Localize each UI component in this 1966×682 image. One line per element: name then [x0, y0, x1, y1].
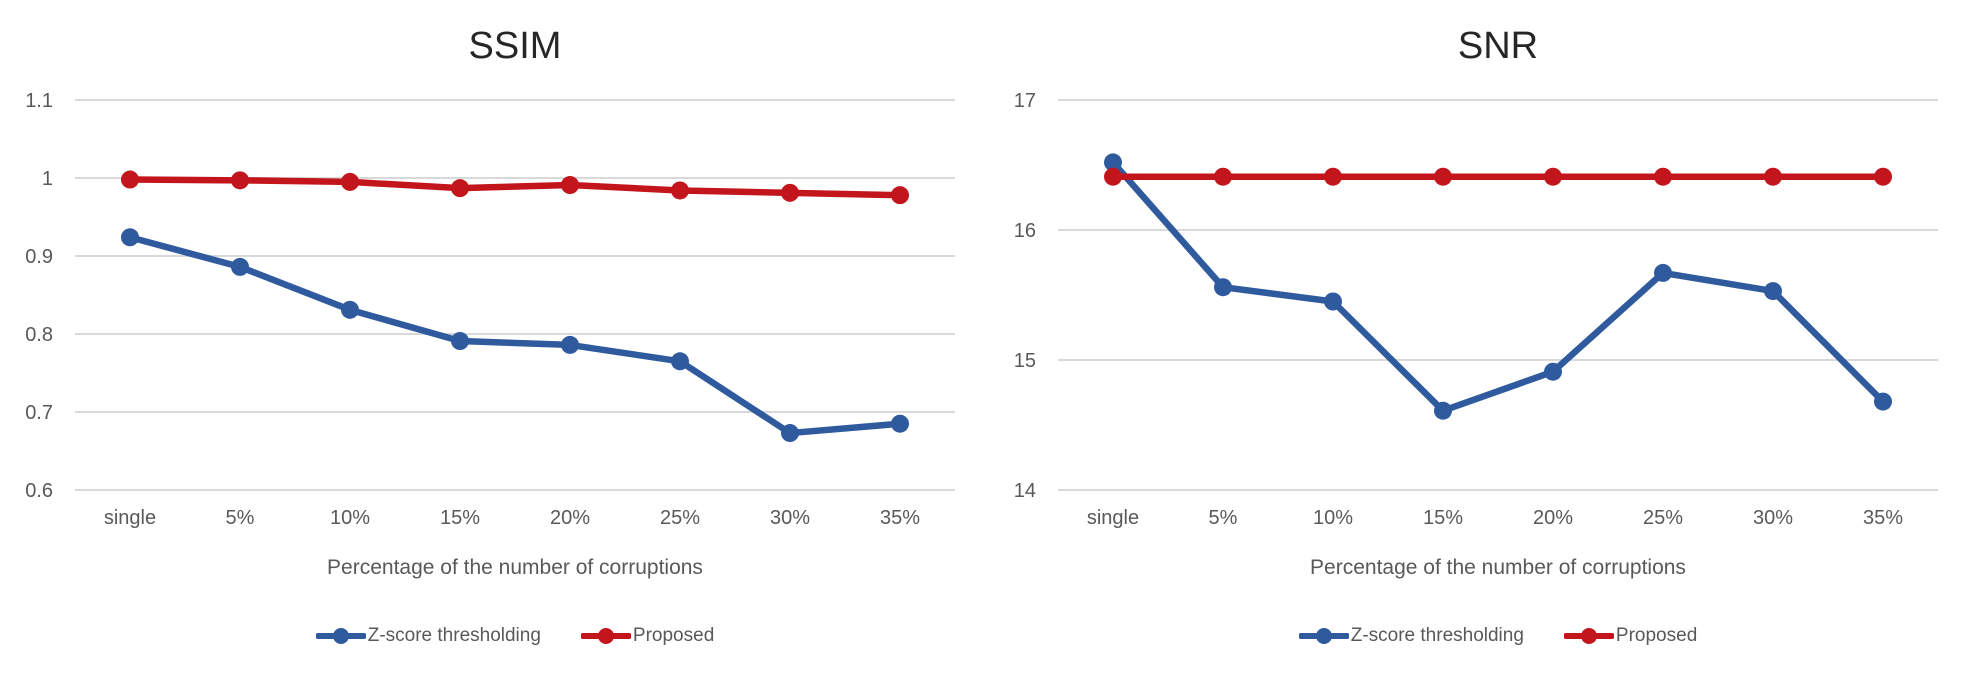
x-tick-label: 35%	[1863, 507, 1903, 529]
data-point	[671, 181, 689, 200]
data-point	[1874, 167, 1892, 186]
y-tick-label: 0.6	[25, 480, 53, 502]
data-point	[1544, 362, 1562, 381]
data-point	[1764, 167, 1782, 186]
data-point	[1214, 278, 1232, 297]
ssim-chart: 0.6 0.7 0.8 0.9 1 1.1 single 5% 10% 15% 20% 25% 30% 3…	[25, 25, 955, 579]
series-line-0	[126, 234, 904, 437]
data-point	[1214, 167, 1232, 186]
legend-label: Z-score thresholding	[1350, 625, 1524, 646]
legend-label: Z-score thresholding	[367, 625, 541, 646]
y-tick-label: 1	[42, 168, 53, 190]
x-tick-label: 30%	[770, 507, 810, 529]
data-point	[451, 179, 469, 198]
legend-marker-icon	[1563, 628, 1614, 644]
data-point	[231, 257, 249, 276]
data-point	[891, 414, 909, 433]
series-line-0	[1109, 159, 1887, 414]
y-tick-label: 17	[1014, 90, 1036, 112]
y-tick-label: 1.1	[25, 90, 53, 112]
legend-dot	[1580, 628, 1597, 644]
data-point	[1544, 167, 1562, 186]
data-point	[1654, 167, 1672, 186]
x-tick-label: single	[1087, 507, 1139, 529]
legend-dot	[332, 628, 349, 644]
legend-item-0: Z-score thresholding	[315, 625, 541, 647]
x-tick-label: 5%	[226, 507, 255, 529]
snr-chart: 14 15 16 17 single 5% 10% 15% 20% 25% 30% 35% SNR Per…	[1014, 25, 1938, 579]
y-tick-label: 0.9	[25, 246, 53, 268]
legend-item-0: Z-score thresholding	[1298, 625, 1524, 647]
data-point	[1434, 401, 1452, 420]
chart-panel-snr: 14 15 16 17 single 5% 10% 15% 20% 25% 30% 35% SNR Per…	[983, 0, 1966, 682]
data-point	[1104, 153, 1122, 172]
data-point	[781, 424, 799, 443]
x-tick-label: 10%	[1313, 507, 1353, 529]
data-point	[1434, 167, 1452, 186]
data-point	[781, 183, 799, 202]
data-point	[561, 335, 579, 354]
legend-marker-icon	[1298, 628, 1349, 644]
x-tick-label: 10%	[330, 507, 370, 529]
data-point	[341, 172, 359, 191]
y-tick-label: 0.7	[25, 402, 53, 424]
x-axis-title: Percentage of the number of corruptions	[1310, 556, 1686, 579]
x-tick-label: 5%	[1209, 507, 1238, 529]
chart-panel-ssim: 0.6 0.7 0.8 0.9 1 1.1 single 5% 10% 15% 20% 25% 30% 3…	[25, 25, 955, 654]
data-point	[121, 170, 139, 189]
legend-item-1: Proposed	[1563, 625, 1698, 647]
data-point	[891, 186, 909, 205]
data-point	[231, 171, 249, 190]
x-tick-label: 35%	[880, 507, 920, 529]
data-point	[671, 352, 689, 371]
data-point	[121, 228, 139, 247]
x-tick-label: 15%	[440, 507, 480, 529]
chart-title: SSIM	[469, 25, 562, 67]
legend-dot	[1315, 628, 1332, 644]
data-point	[341, 300, 359, 319]
data-point	[451, 332, 469, 351]
data-point	[1324, 167, 1342, 186]
x-tick-label: single	[104, 507, 156, 529]
data-point	[1764, 282, 1782, 301]
series-line-1	[126, 176, 904, 199]
x-tick-label: 25%	[1643, 507, 1683, 529]
legend-dot	[597, 628, 614, 644]
legend-label: Proposed	[1615, 625, 1698, 646]
x-tick-label: 20%	[1533, 507, 1573, 529]
legend-label: Proposed	[632, 625, 715, 646]
x-tick-label: 15%	[1423, 507, 1463, 529]
y-tick-label: 0.8	[25, 324, 53, 346]
x-tick-label: 30%	[1753, 507, 1793, 529]
snr-legend: Z-score thresholding Proposed	[1058, 618, 1938, 654]
y-tick-label: 15	[1014, 350, 1036, 372]
data-point	[1104, 167, 1122, 186]
x-tick-label: 25%	[660, 507, 700, 529]
data-point	[1874, 392, 1892, 411]
legend-marker-icon	[315, 628, 366, 644]
data-point	[1654, 263, 1672, 282]
y-tick-label: 16	[1014, 220, 1036, 242]
data-point	[561, 176, 579, 195]
data-point	[1324, 292, 1342, 311]
legend-marker-icon	[580, 628, 631, 644]
x-tick-label: 20%	[550, 507, 590, 529]
x-axis-title: Percentage of the number of corruptions	[327, 556, 703, 579]
y-tick-label: 14	[1014, 480, 1036, 502]
chart-title: SNR	[1458, 25, 1538, 67]
ssim-legend: Z-score thresholding Proposed	[75, 618, 955, 654]
legend-item-1: Proposed	[580, 625, 715, 647]
